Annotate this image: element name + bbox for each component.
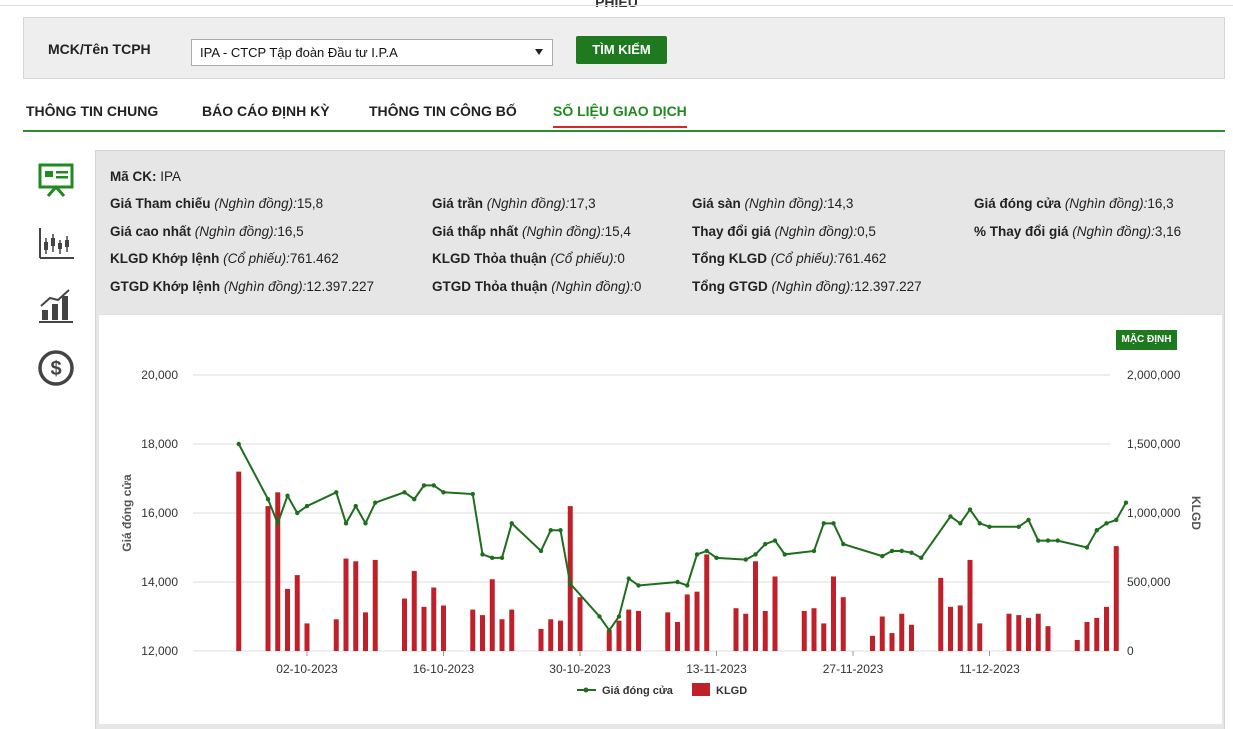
info-field-value: 12.397.227 [306,279,374,294]
info-field-label: % Thay đổi giá [974,224,1069,239]
chart-container [99,314,1222,724]
info-field-unit: (Nghìn đồng): [551,279,634,294]
info-field-value: 14,3 [827,196,854,211]
tab-disclosure-info[interactable]: THÔNG TIN CÔNG BỐ [369,103,517,119]
info-field: KLGD Thỏa thuận (Cổ phiếu):0 [432,251,625,266]
info-field: Giá trần (Nghìn đồng):17,3 [432,196,596,211]
info-field: % Thay đổi giá (Nghìn đồng):3,16 [974,224,1181,239]
info-field: Giá cao nhất (Nghìn đồng):16,5 [110,224,304,239]
info-field-unit: (Cổ phiếu): [550,251,618,266]
info-field-value: 0,5 [857,224,876,239]
company-select[interactable]: IPA - CTCP Tập đoàn Đầu tư I.P.A [191,39,553,66]
info-field-label: Giá sàn [692,196,741,211]
info-field-value: 15,4 [604,224,631,239]
info-field-unit: (Nghìn đồng): [1072,224,1155,239]
info-field-label: Tổng GTGD [692,279,768,294]
info-field: Thay đổi giá (Nghìn đồng):0,5 [692,224,876,239]
info-field: Giá thấp nhất (Nghìn đồng):15,4 [432,224,631,239]
info-field-value: 761.462 [837,251,887,266]
info-field-value: 17,3 [569,196,596,211]
info-field-value: 3,16 [1154,224,1182,239]
info-field: Tổng KLGD (Cổ phiếu):761.462 [692,251,886,266]
info-field-unit: (Cổ phiếu): [223,251,290,266]
candlestick-chart-icon[interactable] [36,224,76,264]
info-field-label: KLGD Khớp lệnh [110,251,220,266]
main-tabs: THÔNG TIN CHUNG BÁO CÁO ĐỊNH KỲ THÔNG TI… [23,100,1225,132]
info-field-unit: (Nghìn đồng): [194,224,278,239]
info-field-unit: (Nghìn đồng): [223,279,307,294]
info-field: GTGD Khớp lệnh (Nghìn đồng):12.397.227 [110,279,374,294]
info-field-value: 15,8 [296,196,324,211]
info-field-unit: (Nghìn đồng): [744,196,828,211]
info-field-unit: (Cổ phiếu): [770,251,838,266]
info-field-label: Thay đổi giá [692,224,771,239]
info-field-unit: (Nghìn đồng): [771,279,855,294]
ma-ck-row: Mã CK: IPA [110,169,181,184]
info-field: Giá Tham chiếu (Nghìn đồng):15,8 [110,196,323,211]
info-field-unit: (Nghìn đồng): [774,224,858,239]
info-field-label: GTGD Thỏa thuận [432,279,548,294]
company-select-value: IPA - CTCP Tập đoàn Đầu tư I.P.A [200,45,398,60]
info-field-value: 12.397.227 [854,279,922,294]
tab-periodic-report[interactable]: BÁO CÁO ĐỊNH KỲ [202,103,330,119]
info-field-unit: (Nghìn đồng): [486,196,570,211]
svg-text:$: $ [50,358,61,380]
info-field-label: KLGD Thỏa thuận [432,251,547,266]
info-field-value: 16,5 [277,224,304,239]
info-field-value: 0 [617,251,625,266]
info-field-label: Tổng KLGD [692,251,767,266]
search-panel: MCK/Tên TCPH IPA - CTCP Tập đoàn Đầu tư … [23,17,1225,79]
tab-trading-data[interactable]: SỐ LIỆU GIAO DỊCH [553,103,687,128]
info-field-value: 761.462 [289,251,339,266]
info-field-value: 0 [633,279,642,294]
default-view-button[interactable]: MẶC ĐỊNH [1116,330,1177,350]
ma-ck-label: Mã CK: [110,169,157,184]
info-field: Giá đóng cửa (Nghìn đồng):16,3 [974,196,1174,211]
presentation-board-icon[interactable] [36,160,76,200]
info-field-label: Giá cao nhất [110,224,192,239]
info-field-label: Giá thấp nhất [432,224,519,239]
ma-ck-value: IPA [160,169,182,184]
info-field-label: Giá Tham chiếu [110,196,211,211]
top-divider [0,5,1233,6]
info-field: KLGD Khớp lệnh (Cổ phiếu):761.462 [110,251,339,266]
info-field: GTGD Thỏa thuận (Nghìn đồng):0 [432,279,641,294]
info-field-unit: (Nghìn đồng): [214,196,297,211]
info-field: Giá sàn (Nghìn đồng):14,3 [692,196,853,211]
dollar-coin-icon[interactable]: $ [36,348,76,388]
search-label: MCK/Tên TCPH [48,41,151,57]
info-field-label: GTGD Khớp lệnh [110,279,221,294]
search-button[interactable]: TÌM KIẾM [576,36,667,64]
info-field-value: 16,3 [1147,196,1174,211]
info-field-label: Giá đóng cửa [974,196,1062,211]
tab-general-info[interactable]: THÔNG TIN CHUNG [26,103,159,119]
dropdown-arrow-icon[interactable] [535,49,543,55]
info-field-unit: (Nghìn đồng): [522,224,605,239]
info-field-unit: (Nghìn đồng): [1064,196,1148,211]
info-field-label: Giá trần [432,196,484,211]
info-field: Tổng GTGD (Nghìn đồng):12.397.227 [692,279,922,294]
bar-growth-chart-icon[interactable] [36,286,76,326]
